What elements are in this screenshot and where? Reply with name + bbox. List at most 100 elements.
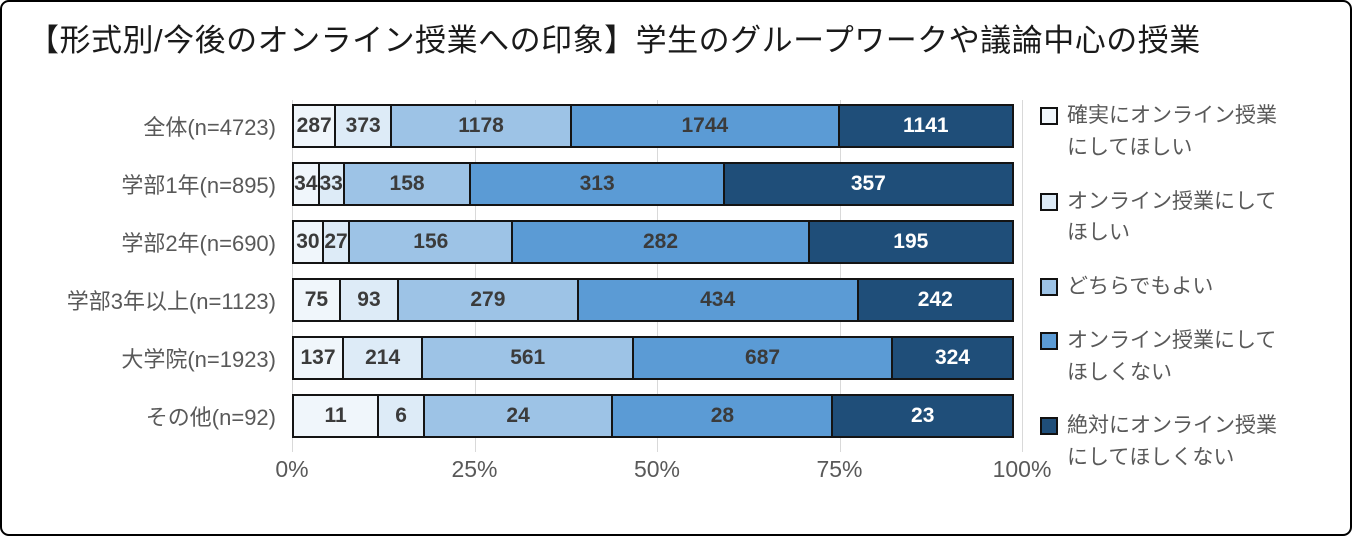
segment-value-label: 195 (893, 230, 929, 253)
segment-value-label: 33 (319, 172, 343, 195)
segment-value-label: 1141 (903, 114, 949, 137)
bar-segment: 75 (292, 278, 341, 322)
x-axis-tick-label: 50% (633, 456, 681, 482)
plot-area: 287 373 1178 1744 1141 34 33 158 313 357 30 27 156 28… (292, 100, 1023, 452)
x-axis-tick-label: 75% (816, 456, 863, 482)
legend-swatch (1040, 331, 1058, 350)
segment-value-label: 561 (510, 346, 546, 369)
bar-segment: 1141 (837, 104, 1014, 148)
segment-value-label: 24 (506, 404, 530, 427)
bar-row: 75 93 279 434 242 (292, 278, 1022, 322)
bar-segment: 34 (292, 162, 320, 206)
segment-value-label: 23 (911, 404, 935, 427)
segment-value-label: 287 (296, 114, 332, 137)
legend-item: 確実にオンライン授業 にしてほしい (1040, 100, 1344, 164)
category-label: 学部1年(n=895) (121, 173, 276, 198)
gridline (474, 100, 476, 452)
category-label: 全体(n=4723) (143, 115, 276, 140)
legend-label: 絶対にオンライン授業 にしてほしくない (1067, 414, 1277, 470)
x-axis-tick-label: 100% (992, 456, 1052, 482)
gridline (657, 100, 658, 452)
segment-value-label: 324 (934, 346, 970, 369)
legend-label: どちらでもよい (1067, 275, 1214, 299)
bar-segment: 30 (292, 220, 324, 264)
bar-segment: 24 (422, 394, 614, 438)
bar-segment: 687 (632, 336, 893, 380)
chart-title: 【形式別/今後のオンライン授業への印象】学生のグループワークや議論中心の授業 (28, 23, 1201, 58)
segment-value-label: 279 (470, 288, 506, 311)
category-label: 学部2年(n=690) (121, 231, 276, 256)
bar-segment: 561 (421, 336, 635, 380)
category-label: その他(n=92) (145, 405, 276, 430)
bar-segment: 282 (511, 220, 810, 264)
bar-segment: 373 (334, 104, 392, 148)
legend-item: 絶対にオンライン授業 にしてほしくない (1040, 410, 1344, 474)
segment-value-label: 93 (357, 288, 381, 311)
segment-value-label: 158 (389, 172, 425, 195)
legend: 確実にオンライン授業 にしてほしい オンライン授業にして ほしいどちらでもよいオン… (1040, 100, 1344, 474)
bar-segment: 357 (722, 162, 1014, 206)
bar-segment: 156 (348, 220, 514, 264)
bar-segment: 324 (890, 336, 1014, 380)
legend-label: オンライン授業にして ほしくない (1067, 328, 1277, 384)
segment-value-label: 357 (850, 172, 886, 195)
bar-row: 34 33 158 313 357 (292, 162, 1022, 206)
segment-value-label: 137 (300, 346, 336, 369)
category-label: 大学院(n=1923) (121, 347, 276, 372)
bar-segment: 27 (321, 220, 351, 264)
x-axis: 0% 25% 50% 75% 100% (275, 456, 1051, 486)
bar-segment: 287 (292, 104, 337, 148)
segment-value-label: 30 (296, 230, 320, 253)
segment-value-label: 28 (710, 404, 735, 427)
segment-value-label: 75 (304, 288, 329, 311)
x-axis-tick-label: 0% (275, 456, 309, 482)
segment-value-label: 1744 (681, 114, 729, 137)
segment-value-label: 214 (365, 346, 401, 369)
bar-segment: 214 (342, 336, 424, 380)
segment-value-label: 34 (294, 172, 318, 195)
bar-row: 30 27 156 282 195 (292, 220, 1022, 264)
bar-segment: 158 (342, 162, 472, 206)
bar-segment: 93 (338, 278, 400, 322)
legend-swatch (1040, 192, 1058, 211)
bar-segment: 137 (292, 336, 344, 380)
segment-value-label: 282 (642, 230, 679, 253)
gridline (839, 100, 841, 452)
legend-swatch (1040, 278, 1058, 297)
category-label: 学部3年以上(n=1123) (66, 289, 276, 314)
gridline (292, 100, 293, 452)
segment-value-label: 1178 (458, 114, 504, 137)
legend-item: どちらでもよい (1040, 271, 1344, 303)
segment-value-label: 242 (917, 288, 953, 311)
legend-label: オンライン授業にして ほしい (1067, 189, 1277, 245)
bar-segment: 33 (317, 162, 345, 206)
bar-segment: 1178 (390, 104, 573, 148)
bar-row: 287 373 1178 1744 1141 (292, 104, 1022, 148)
bar-segment: 28 (611, 394, 834, 438)
bar-segment: 23 (831, 394, 1014, 438)
legend-item: オンライン授業にして ほしくない (1040, 325, 1344, 389)
bar-segment: 195 (807, 220, 1014, 264)
bar-segment: 11 (292, 394, 380, 438)
legend-swatch (1040, 417, 1058, 436)
bar-row: 11 6 24 28 23 (292, 394, 1022, 438)
gridline (1022, 100, 1023, 452)
bar-row: 137 214 561 687 324 (292, 336, 1022, 380)
segment-value-label: 11 (324, 404, 347, 427)
segment-value-label: 373 (345, 114, 381, 137)
bar-segment: 6 (377, 394, 425, 438)
bar-segment: 242 (856, 278, 1014, 322)
bar-segment: 313 (469, 162, 725, 206)
segment-value-label: 434 (700, 288, 736, 311)
x-axis-tick-label: 25% (451, 456, 498, 482)
segment-value-label: 156 (413, 230, 449, 253)
segment-value-label: 6 (395, 404, 407, 427)
legend-label: 確実にオンライン授業 にしてほしい (1067, 104, 1277, 159)
legend-item: オンライン授業にして ほしい (1040, 186, 1344, 250)
bar-segment: 434 (576, 278, 859, 322)
bar-segment: 1744 (570, 104, 840, 148)
legend-swatch (1040, 107, 1058, 125)
bar-segment: 279 (397, 278, 579, 322)
segment-value-label: 313 (579, 172, 615, 195)
